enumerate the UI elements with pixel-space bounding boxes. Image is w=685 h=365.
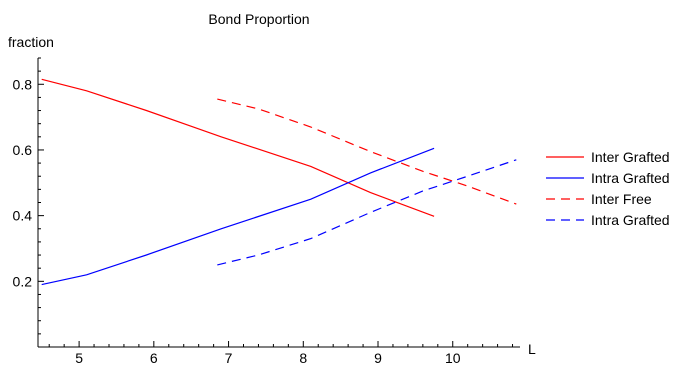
legend: Inter Grafted Intra Grafted Inter Free Intr…: [546, 149, 670, 228]
series-lines: [41, 78, 517, 286]
legend-label: Intra Grafted: [591, 170, 670, 186]
legend-label: Inter Grafted: [591, 149, 670, 165]
ticks: 5 6 7 8 9 10 0.2 0.4 0.6 0.8: [13, 57, 514, 365]
chart-title: Bond Proportion: [208, 11, 309, 27]
x-tick-label: 6: [150, 350, 158, 365]
x-tick-label: 8: [299, 350, 307, 365]
x-tick-label: 10: [445, 350, 461, 365]
series-line-4: [217, 159, 517, 266]
x-axis-label: L: [528, 341, 536, 357]
x-tick-label: 7: [225, 350, 233, 365]
series-line-2: [41, 147, 435, 286]
y-axis-label: fraction: [8, 34, 54, 50]
y-tick-label: 0.4: [13, 208, 33, 224]
series-line-3: [217, 98, 517, 205]
x-tick-label: 9: [374, 350, 382, 365]
y-tick-label: 0.8: [13, 76, 33, 92]
legend-label: Inter Free: [591, 191, 652, 207]
x-tick-label: 5: [75, 350, 83, 365]
y-tick-label: 0.2: [13, 273, 33, 289]
legend-label: Intra Grafted: [591, 212, 670, 228]
series-line-1: [41, 78, 435, 217]
y-tick-label: 0.6: [13, 142, 33, 158]
